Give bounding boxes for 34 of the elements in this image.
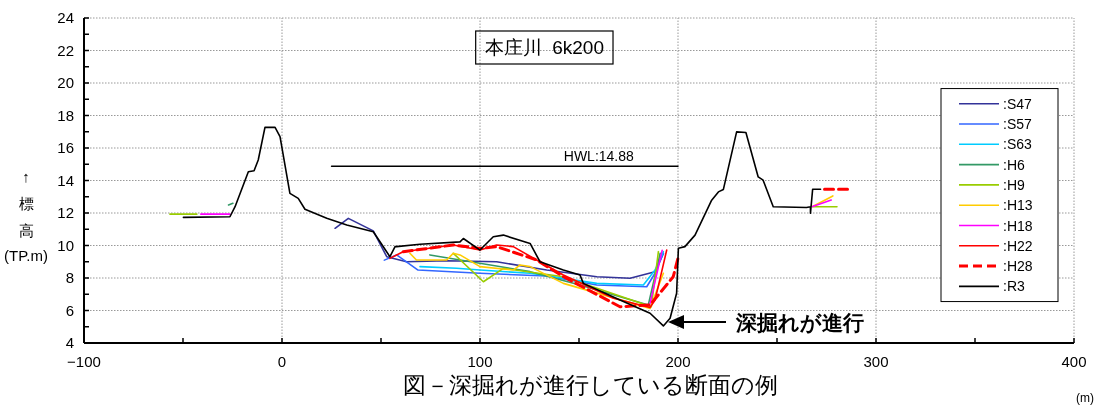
y-axis-title: ↑標高(TP.m) (4, 168, 48, 264)
x-tick-label: 300 (863, 353, 889, 370)
legend-label: :H6 (1003, 156, 1025, 173)
text: 図－深掘れが進行している断面の例 (402, 372, 778, 398)
y-tick-label: 24 (57, 9, 74, 26)
x-tick-label: −100 (67, 353, 101, 370)
legend-label: :R3 (1003, 278, 1025, 295)
y-tick-label: 4 (65, 334, 74, 351)
legend-label: :H18 (1003, 217, 1033, 234)
line-series (419, 250, 665, 286)
x-tick-label: 200 (665, 353, 691, 370)
legend-label: :S63 (1003, 136, 1033, 153)
title: 本庄川 6k200 (475, 30, 614, 65)
x-tick-label: 0 (277, 353, 287, 370)
x-tick-label: 100 (467, 353, 493, 370)
legend-label: :S57 (1003, 116, 1033, 133)
y-tick-label: 8 (65, 269, 74, 286)
legend-label: :H13 (1003, 197, 1033, 214)
legend-label: :H9 (1003, 176, 1025, 193)
y-tick-label: 12 (57, 204, 74, 221)
x-tick-label: 400 (1061, 353, 1087, 370)
legend-label: :S47 (1003, 95, 1033, 112)
y-tick-label: 18 (57, 106, 74, 124)
legend-label: :H22 (1003, 237, 1033, 254)
annotation: 深掘れが進行 (735, 311, 864, 334)
y-tick-label: 16 (57, 139, 74, 156)
y-tick-label: 22 (57, 41, 74, 59)
y-tick-label: 14 (57, 171, 74, 189)
y-tick-label: 20 (57, 74, 74, 91)
x-axis-title: (m) (1076, 391, 1094, 405)
annotation: HWL:14.88 (563, 148, 635, 165)
y-tick-label: 10 (57, 236, 74, 254)
legend-label: :H28 (1003, 258, 1033, 275)
y-tick-label: 6 (65, 301, 74, 319)
